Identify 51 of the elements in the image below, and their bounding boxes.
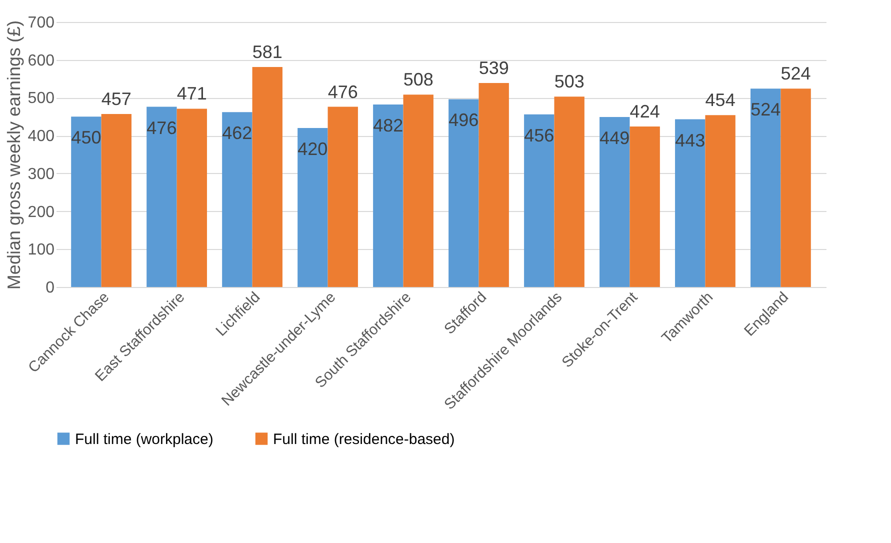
y-tick-label: 200 <box>28 204 55 221</box>
bar <box>373 104 404 287</box>
bar <box>478 82 509 287</box>
bar <box>600 117 630 287</box>
bar <box>448 99 479 287</box>
bar <box>176 108 207 287</box>
bar <box>554 96 584 287</box>
y-tick-label: 300 <box>28 166 55 183</box>
bar <box>524 114 554 287</box>
data-label: 482 <box>373 116 404 136</box>
data-label: 503 <box>554 72 584 92</box>
data-label: 420 <box>298 139 328 159</box>
data-label: 581 <box>252 42 282 62</box>
data-label: 454 <box>705 90 736 110</box>
legend-label: Full time (residence-based) <box>273 430 455 448</box>
y-tick-label: 400 <box>28 128 55 146</box>
bar <box>146 106 177 287</box>
data-label: 476 <box>146 118 177 138</box>
y-axis-title: Median gross weekly earnings (£) <box>4 20 24 290</box>
data-label: 443 <box>675 130 706 150</box>
legend-label: Full time (workplace) <box>75 430 214 448</box>
data-label: 462 <box>222 123 252 144</box>
bar <box>71 116 102 287</box>
data-label: 476 <box>328 82 358 102</box>
data-label: 449 <box>600 128 630 148</box>
bar <box>705 115 736 287</box>
bar <box>298 128 328 287</box>
bar <box>252 67 282 287</box>
bar <box>328 106 358 287</box>
y-tick-label: 700 <box>28 14 55 32</box>
bar <box>101 114 132 287</box>
y-tick-label: 100 <box>28 242 55 259</box>
data-label: 496 <box>448 110 479 130</box>
bar <box>403 94 434 287</box>
y-tick-label: 500 <box>28 90 55 108</box>
bar <box>675 119 706 287</box>
data-label: 457 <box>101 88 132 109</box>
bar <box>630 126 660 287</box>
bar <box>222 112 252 287</box>
y-tick-label: 0 <box>46 280 55 296</box>
data-label: 450 <box>71 128 102 148</box>
y-tick-label: 600 <box>28 52 55 70</box>
data-label: 424 <box>630 101 660 122</box>
bar <box>780 88 811 287</box>
data-label: 508 <box>403 70 434 90</box>
bar <box>750 88 781 287</box>
data-label: 539 <box>478 58 509 78</box>
data-label: 456 <box>524 125 554 146</box>
data-label: 524 <box>750 100 781 120</box>
data-label: 471 <box>176 84 207 104</box>
data-label: 524 <box>780 64 811 84</box>
